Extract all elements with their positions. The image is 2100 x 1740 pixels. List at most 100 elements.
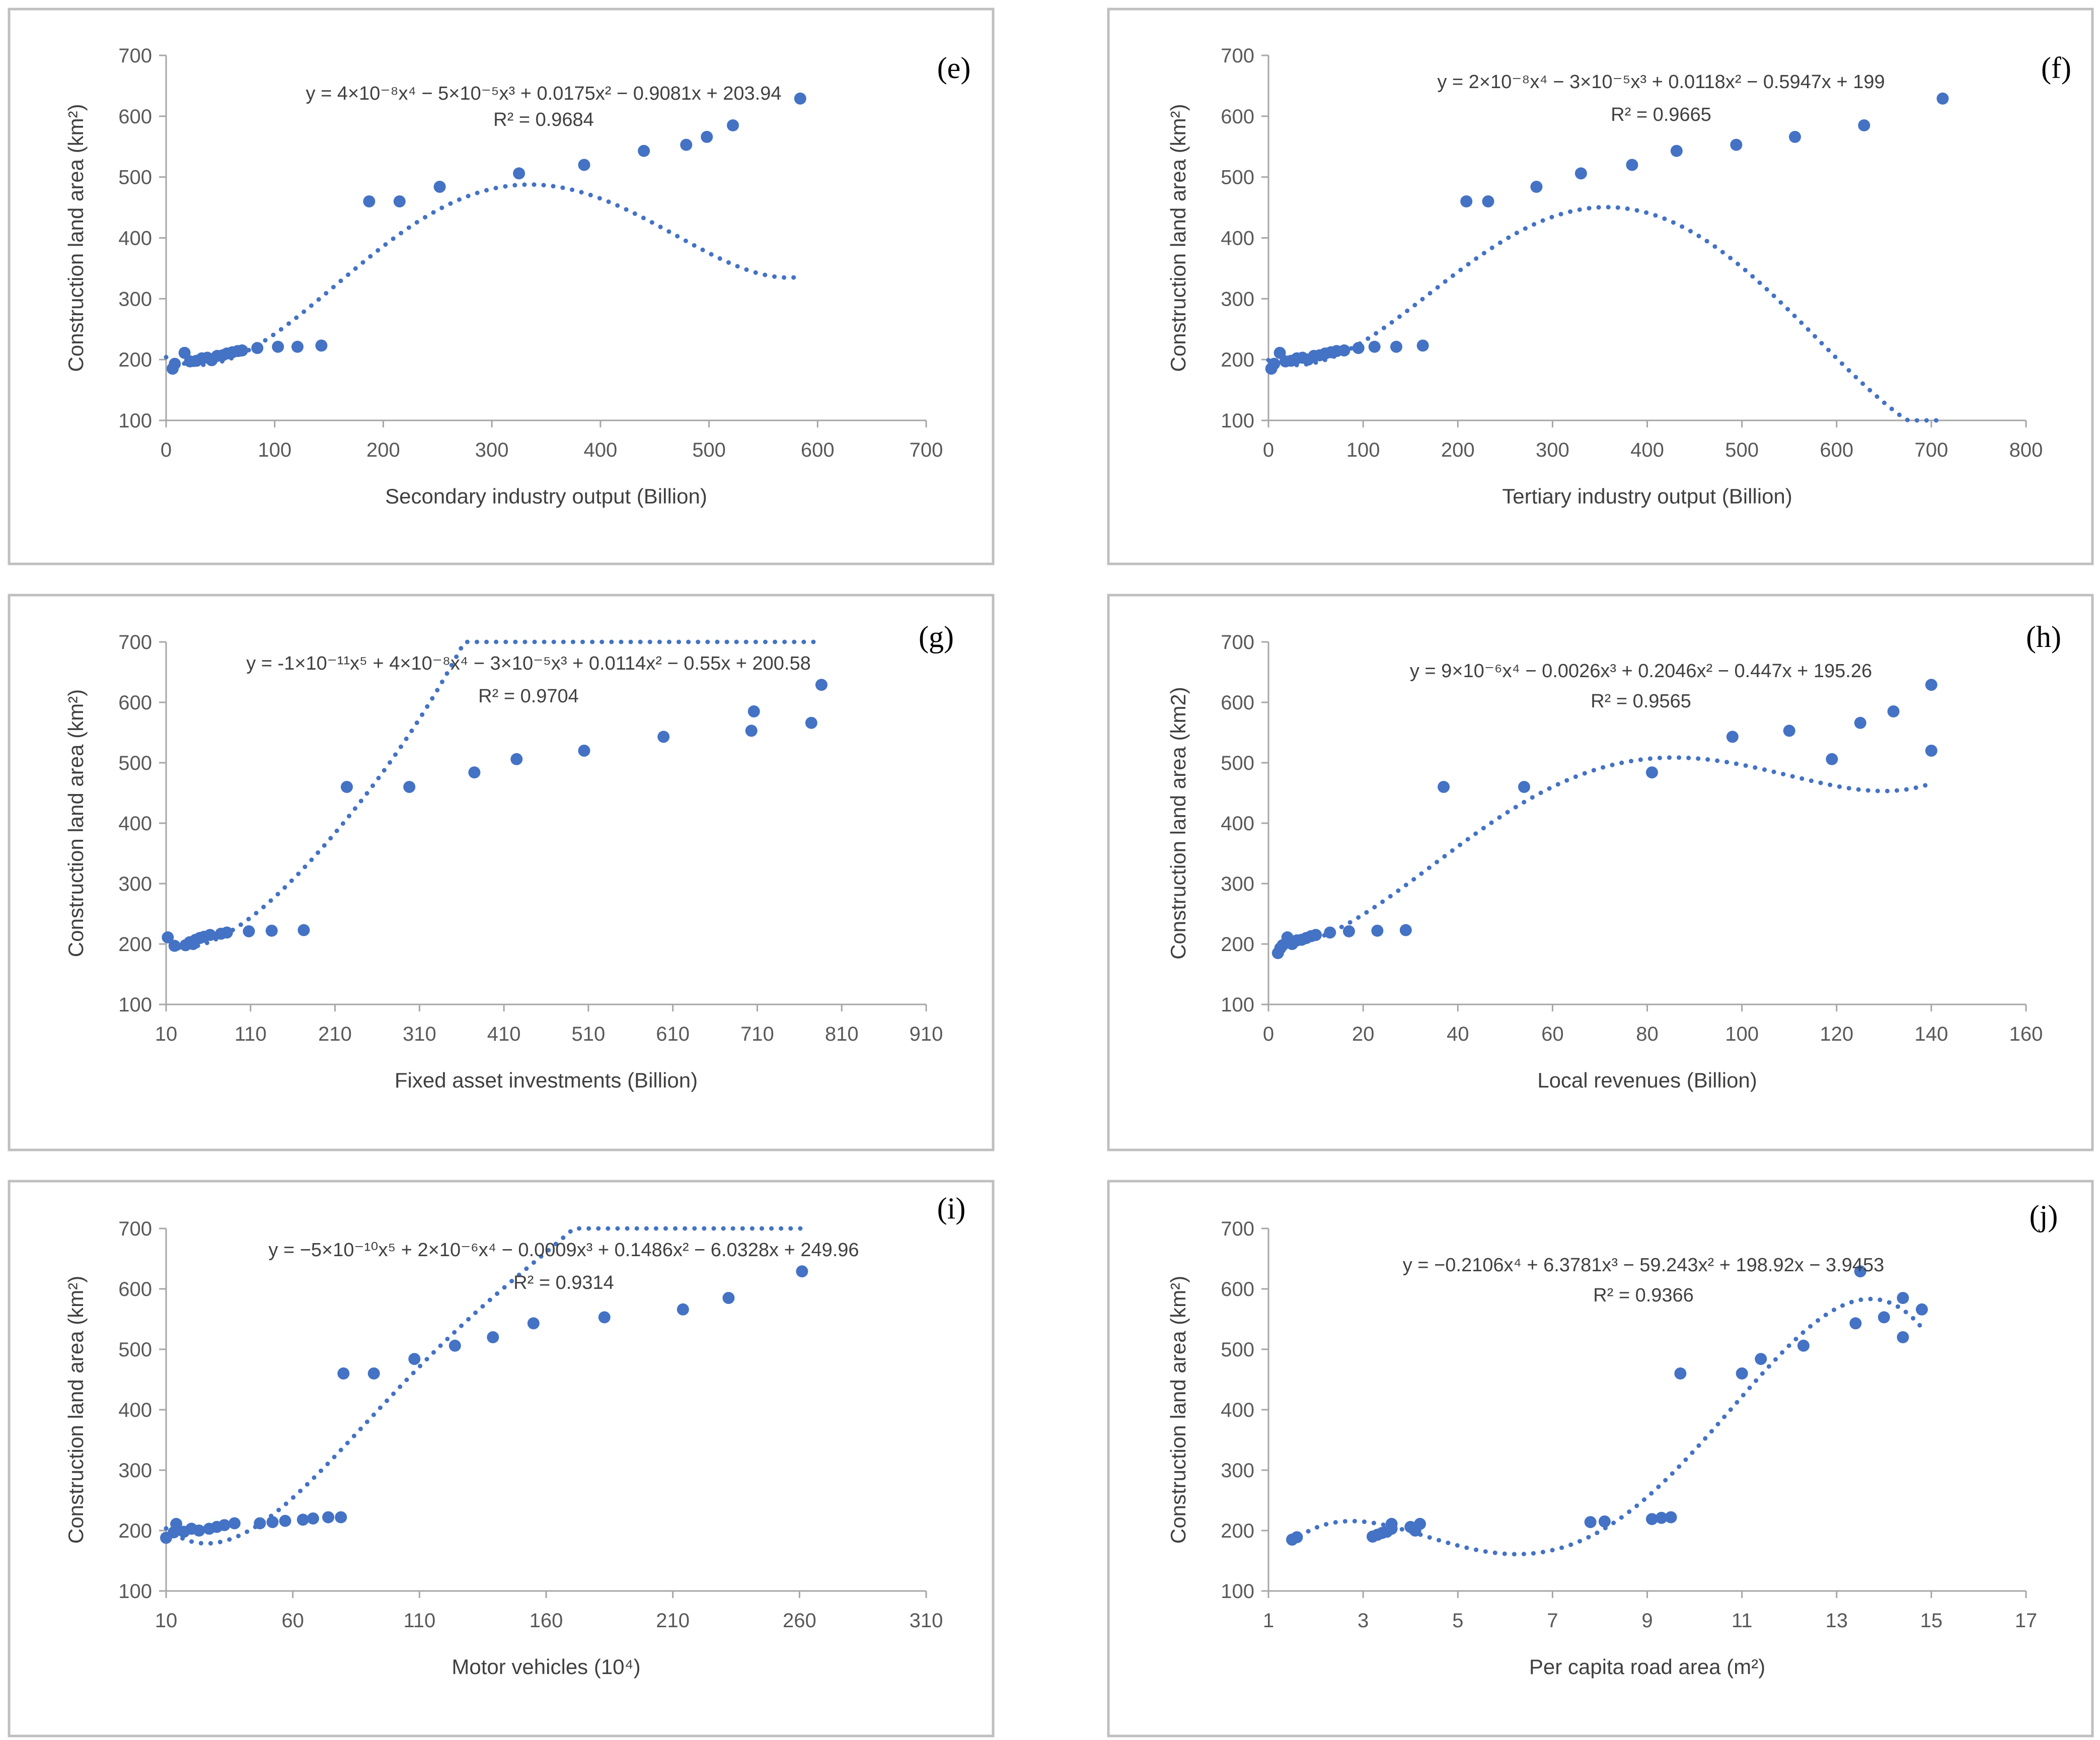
x-axis-title: Secondary industry output (Billion)	[385, 484, 707, 508]
data-point	[1736, 1367, 1748, 1380]
data-point	[1342, 925, 1355, 937]
panel-label: (i)	[937, 1192, 966, 1225]
data-point	[403, 781, 416, 793]
trendline-equation: y = 9×10⁻⁶x⁴ − 0.0026x³ + 0.2046x² − 0.4…	[1410, 661, 1872, 682]
x-tick-label: 510	[572, 1023, 606, 1045]
x-tick-label: 310	[403, 1023, 436, 1045]
data-point	[796, 1265, 808, 1278]
data-point	[1854, 1265, 1866, 1278]
chart-panel-e: 100 200 300 400 500 600 700 0 100 200 300 400 500 600…	[8, 8, 995, 565]
r-squared-label: R² = 0.9565	[1591, 691, 1691, 712]
data-point	[1925, 679, 1937, 691]
r-squared-label: R² = 0.9366	[1593, 1285, 1694, 1306]
data-point	[747, 705, 760, 717]
y-tick-label: 200	[118, 349, 152, 371]
x-tick-label: 140	[1915, 1023, 1948, 1045]
data-point	[1788, 130, 1801, 143]
x-tick-label: 13	[1826, 1610, 1848, 1632]
y-tick-label: 700	[1221, 45, 1254, 67]
x-tick-label: 110	[403, 1610, 435, 1632]
data-point	[315, 339, 328, 352]
panel-label: (j)	[2030, 1199, 2058, 1232]
panel-label: (f)	[2041, 51, 2071, 85]
x-tick-label: 210	[318, 1023, 352, 1045]
data-point	[1655, 1511, 1668, 1524]
data-point	[266, 1516, 279, 1529]
polynomial-trendline	[164, 1226, 807, 1546]
y-tick-label: 600	[1221, 1278, 1254, 1300]
x-tick-label: 11	[1732, 1610, 1753, 1632]
y-tick-label: 100	[118, 994, 152, 1016]
x-axis-title: Per capita road area (m²)	[1529, 1655, 1765, 1679]
x-tick-label: 400	[583, 439, 617, 461]
panel-frame	[8, 594, 995, 1151]
data-point	[1887, 705, 1900, 717]
trendline-equation: y = -1×10⁻¹¹x⁵ + 4×10⁻⁸x⁴ − 3×10⁻⁵x³ + 0…	[246, 653, 811, 674]
y-axis-title: Construction land area (km²)	[1166, 104, 1190, 372]
data-point	[1797, 1339, 1810, 1352]
r-squared-label: R² = 0.9665	[1611, 104, 1711, 125]
data-point	[510, 753, 523, 765]
y-tick-label: 400	[118, 1399, 152, 1421]
data-point	[1670, 144, 1683, 157]
x-tick-label: 100	[1346, 439, 1380, 461]
y-tick-label: 500	[1221, 752, 1254, 774]
data-point	[254, 1517, 266, 1530]
data-point	[1584, 1516, 1597, 1529]
data-point	[1674, 1367, 1687, 1380]
y-tick-label: 600	[1221, 692, 1254, 714]
x-axis-title: Tertiary industry output (Billion)	[1502, 484, 1792, 508]
y-axis-title: Construction land area (km2)	[1166, 687, 1190, 960]
trendline-equation: y = −0.2106x⁴ + 6.3781x³ − 59.243x² + 19…	[1403, 1255, 1885, 1276]
x-tick-label: 160	[530, 1610, 563, 1632]
y-tick-label: 200	[118, 1520, 152, 1542]
data-point	[680, 138, 693, 151]
panel-frame	[1107, 1180, 2094, 1737]
data-point	[527, 1317, 540, 1330]
data-point	[1324, 926, 1336, 939]
data-point	[1897, 1292, 1909, 1304]
data-point	[1438, 781, 1450, 793]
x-tick-label: 260	[783, 1610, 816, 1632]
x-tick-label: 3	[1358, 1610, 1369, 1632]
data-point	[1897, 1331, 1909, 1343]
data-point	[307, 1512, 319, 1525]
x-axis-title: Fixed asset investments (Billion)	[395, 1068, 698, 1092]
data-point	[1598, 1515, 1611, 1528]
x-tick-label: 700	[910, 439, 943, 461]
chart-panel-g: 100 200 300 400 500 600 700 10 110 210 310 410 510 61…	[8, 594, 995, 1151]
y-tick-label: 500	[1221, 1339, 1254, 1361]
y-tick-label: 300	[1221, 1460, 1254, 1482]
data-point	[1371, 924, 1384, 937]
data-point	[1482, 195, 1494, 207]
data-point	[341, 781, 353, 793]
data-point	[236, 344, 248, 357]
x-axis-title: Local revenues (Billion)	[1537, 1068, 1757, 1092]
data-point	[193, 1525, 205, 1537]
chart-panel-h: 100 200 300 400 500 600 700 0 20 40 60 80 100 120 140 1…	[1107, 594, 2094, 1151]
y-tick-label: 200	[1221, 933, 1254, 956]
data-point	[1858, 119, 1870, 131]
y-tick-label: 700	[118, 1218, 152, 1240]
x-tick-label: 10	[155, 1023, 178, 1045]
polynomial-trendline	[1266, 204, 1948, 423]
x-tick-label: 100	[1725, 1023, 1759, 1045]
x-tick-label: 600	[1820, 439, 1853, 461]
data-point	[1268, 357, 1281, 370]
data-point	[433, 181, 446, 193]
x-tick-label: 0	[161, 439, 172, 461]
y-tick-label: 300	[118, 288, 152, 310]
data-point	[1783, 724, 1795, 737]
data-point	[363, 195, 376, 207]
data-point	[1460, 195, 1473, 207]
data-point	[487, 1331, 499, 1343]
y-tick-label: 200	[118, 933, 152, 956]
y-tick-label: 300	[1221, 873, 1254, 895]
data-point	[1414, 1517, 1426, 1530]
x-tick-label: 7	[1547, 1610, 1558, 1632]
y-tick-label: 400	[1221, 813, 1254, 835]
data-point	[657, 731, 670, 743]
x-tick-label: 80	[1636, 1023, 1659, 1045]
x-tick-label: 17	[2015, 1610, 2038, 1632]
